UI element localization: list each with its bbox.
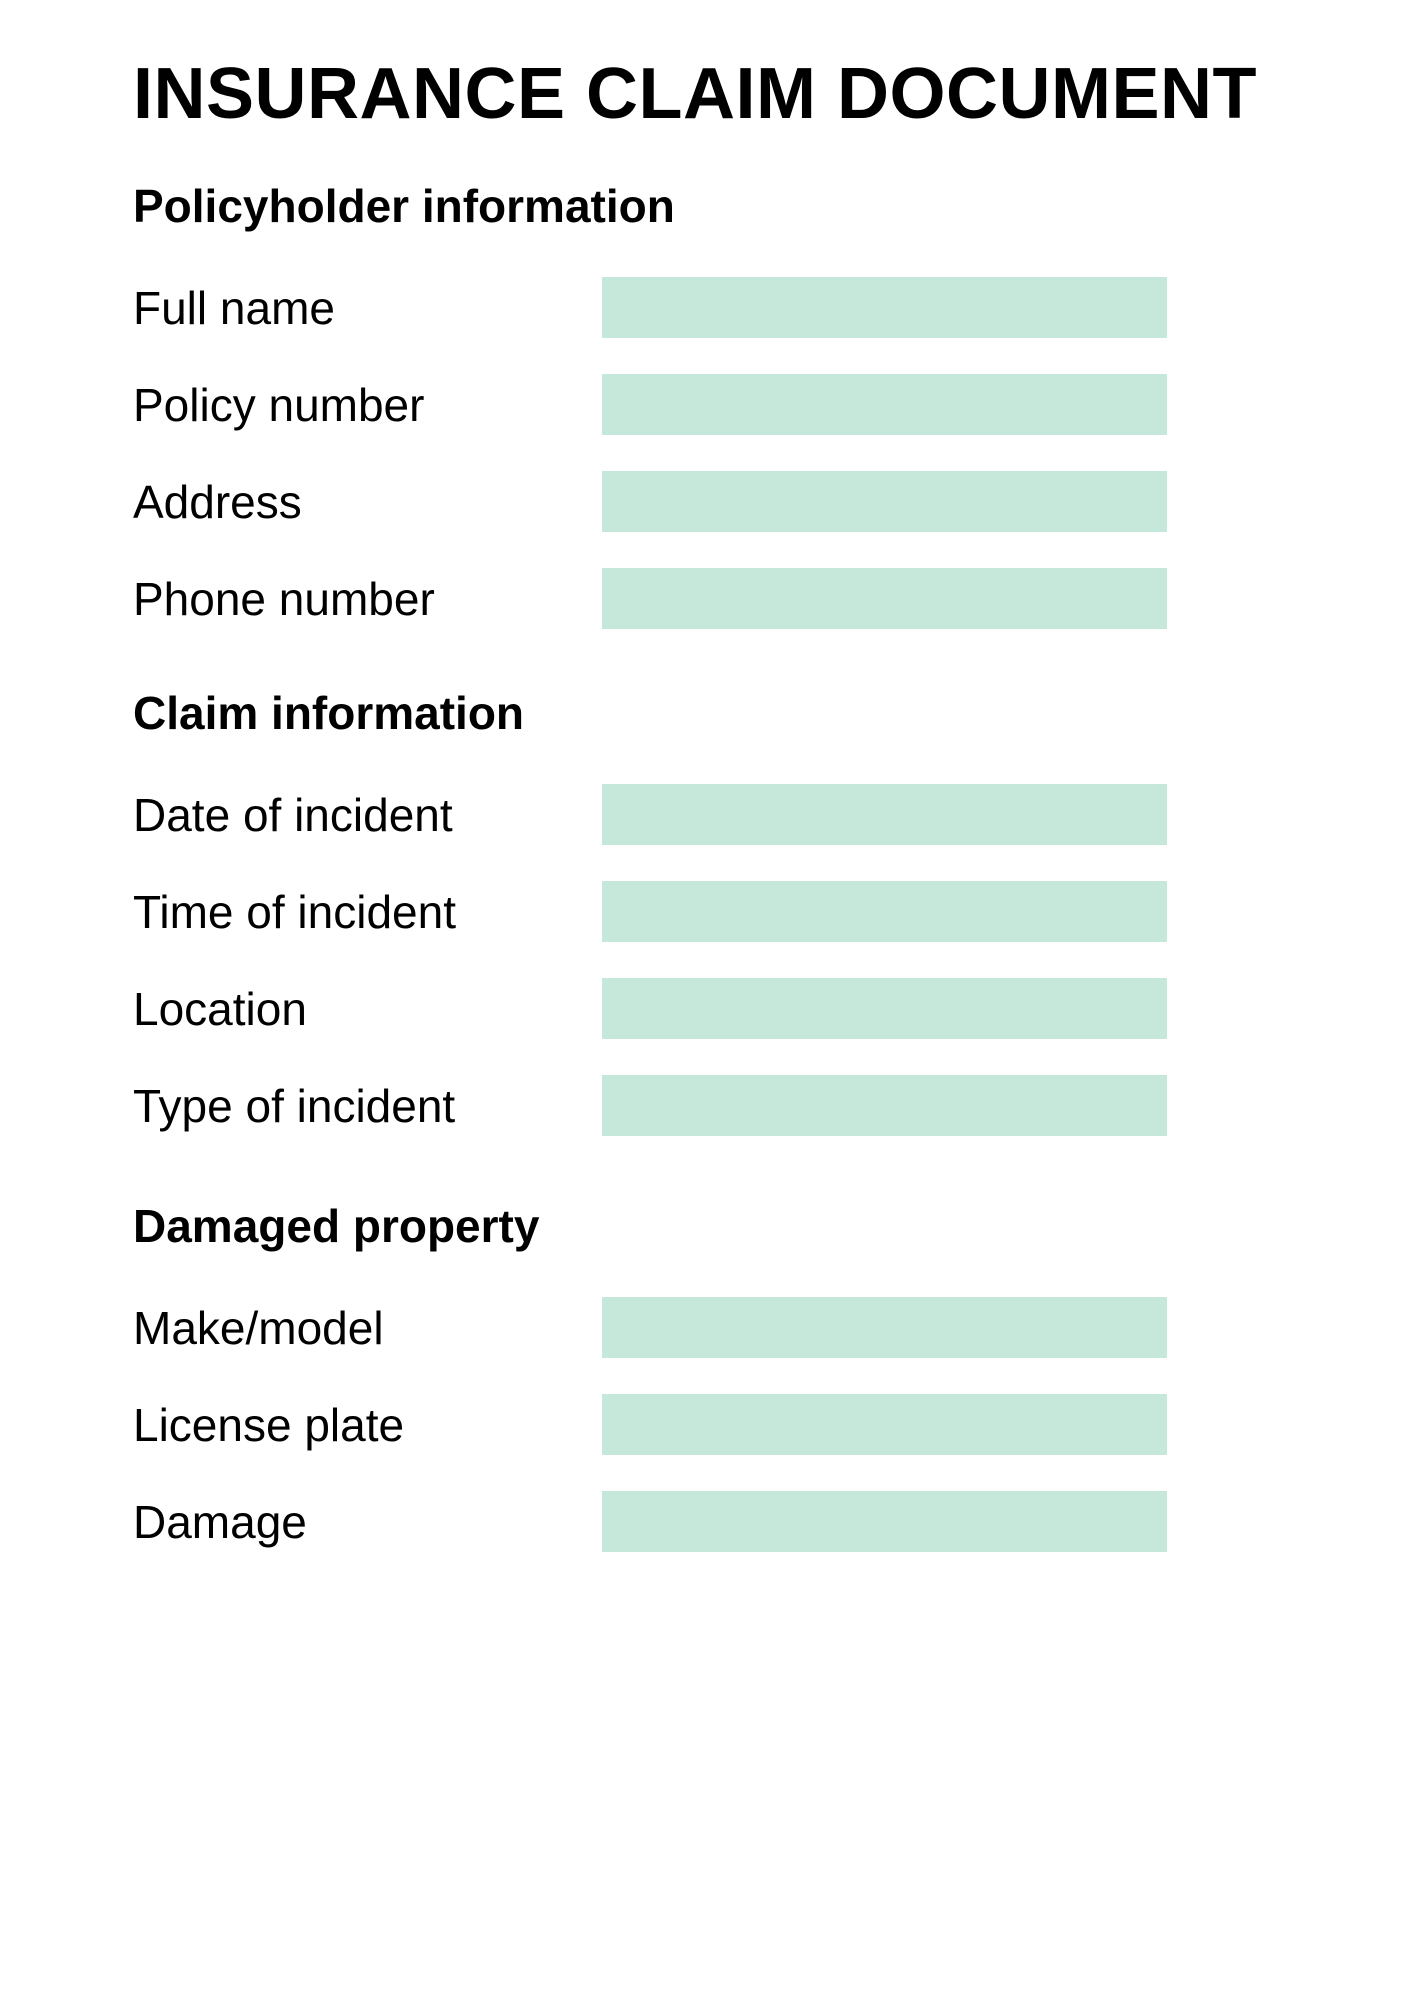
section-policyholder-information: Policyholder information Full name Polic… [133,179,1354,629]
field-input-policy-number[interactable] [602,374,1167,435]
field-input-damage[interactable] [602,1491,1167,1552]
damaged-property-field-rows: Make/model License plate Damage [133,1297,1354,1552]
form-field-row-license-plate: License plate [133,1394,1354,1455]
field-label-damage: Damage [133,1495,307,1548]
policyholder-field-rows: Full name Policy number Address Phone nu… [133,277,1354,629]
field-label-address: Address [133,475,302,528]
field-label-date-of-incident: Date of incident [133,788,453,841]
form-field-row-make-model: Make/model [133,1297,1354,1358]
field-input-full-name[interactable] [602,277,1167,338]
field-label-location: Location [133,982,307,1035]
claim-field-rows: Date of incident Time of incident Locati… [133,784,1354,1136]
field-input-license-plate[interactable] [602,1394,1167,1455]
field-input-time-of-incident[interactable] [602,881,1167,942]
field-input-date-of-incident[interactable] [602,784,1167,845]
field-input-make-model[interactable] [602,1297,1167,1358]
section-heading-damaged-property: Damaged property [133,1200,540,1252]
document-content: INSURANCE CLAIM DOCUMENT Policyholder in… [0,56,1414,1552]
field-label-policy-number: Policy number [133,378,425,431]
form-field-row-time-of-incident: Time of incident [133,881,1354,942]
field-label-phone-number: Phone number [133,572,435,625]
form-field-row-type-of-incident: Type of incident [133,1075,1354,1136]
form-field-row-damage: Damage [133,1491,1354,1552]
field-input-type-of-incident[interactable] [602,1075,1167,1136]
field-label-license-plate: License plate [133,1398,405,1451]
field-label-make-model: Make/model [133,1301,384,1354]
form-field-row-policy-number: Policy number [133,374,1354,435]
field-input-location[interactable] [602,978,1167,1039]
section-heading-claim: Claim information [133,687,525,739]
form-field-row-full-name: Full name [133,277,1354,338]
form-field-row-address: Address [133,471,1354,532]
field-label-type-of-incident: Type of incident [133,1079,456,1132]
section-heading-policyholder: Policyholder information [133,180,675,232]
field-label-time-of-incident: Time of incident [133,885,456,938]
form-field-row-date-of-incident: Date of incident [133,784,1354,845]
section-claim-information: Claim information Date of incident Time … [133,686,1354,1136]
field-input-phone-number[interactable] [602,568,1167,629]
form-field-row-phone-number: Phone number [133,568,1354,629]
document-title: INSURANCE CLAIM DOCUMENT [133,54,1257,134]
section-damaged-property: Damaged property Make/model License plat… [133,1199,1354,1552]
form-field-row-location: Location [133,978,1354,1039]
field-input-address[interactable] [602,471,1167,532]
field-label-full-name: Full name [133,281,335,334]
